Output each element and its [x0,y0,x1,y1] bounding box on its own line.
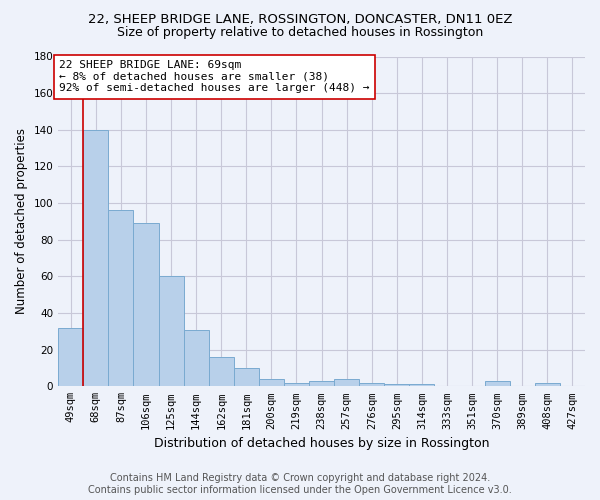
Bar [133,223,158,386]
Bar [485,381,510,386]
Text: 22, SHEEP BRIDGE LANE, ROSSINGTON, DONCASTER, DN11 0EZ: 22, SHEEP BRIDGE LANE, ROSSINGTON, DONCA… [88,12,512,26]
Bar [359,382,385,386]
Bar [109,210,133,386]
Bar [259,379,284,386]
Text: 22 SHEEP BRIDGE LANE: 69sqm
← 8% of detached houses are smaller (38)
92% of semi: 22 SHEEP BRIDGE LANE: 69sqm ← 8% of deta… [59,60,370,94]
Bar [385,384,409,386]
Bar [409,384,434,386]
X-axis label: Distribution of detached houses by size in Rossington: Distribution of detached houses by size … [154,437,490,450]
Bar [284,382,309,386]
Bar [184,330,209,386]
Bar [83,130,109,386]
Text: Contains HM Land Registry data © Crown copyright and database right 2024.
Contai: Contains HM Land Registry data © Crown c… [88,474,512,495]
Bar [58,328,83,386]
Y-axis label: Number of detached properties: Number of detached properties [15,128,28,314]
Bar [535,382,560,386]
Bar [209,357,234,386]
Bar [309,381,334,386]
Bar [334,379,359,386]
Bar [234,368,259,386]
Bar [158,276,184,386]
Text: Size of property relative to detached houses in Rossington: Size of property relative to detached ho… [117,26,483,39]
